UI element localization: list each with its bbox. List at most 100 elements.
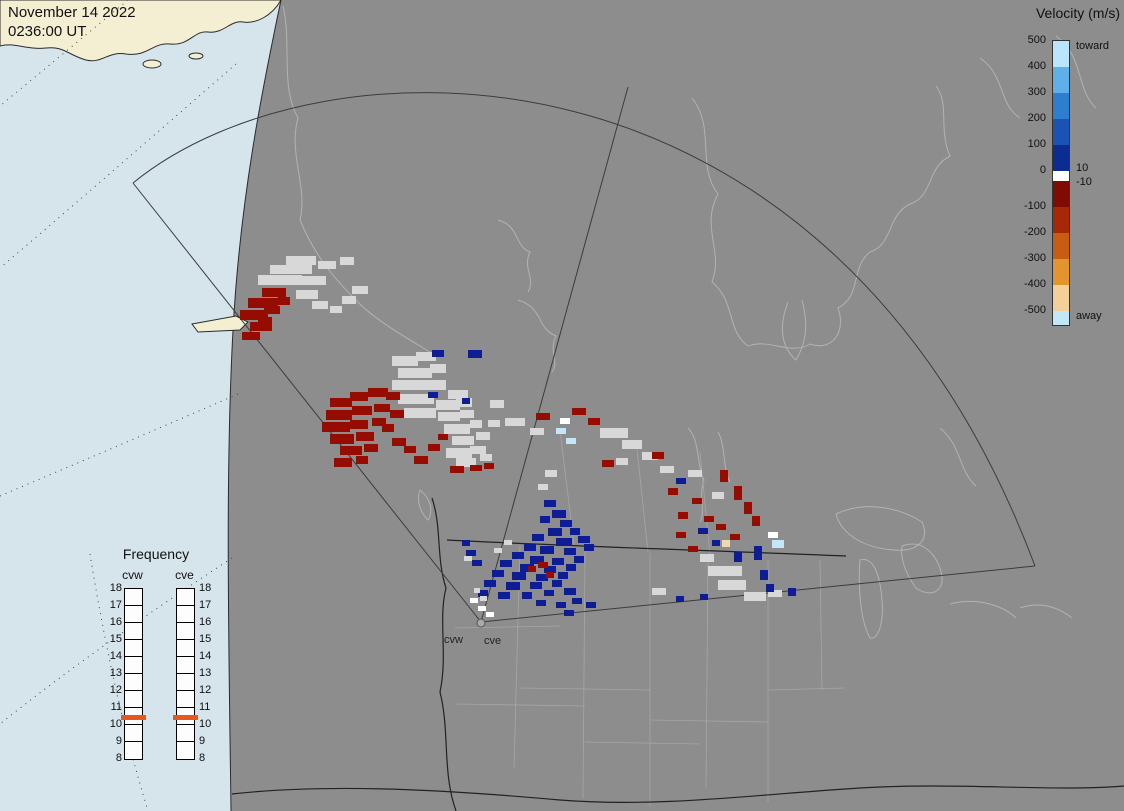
velocity-cell: [352, 406, 372, 415]
velocity-tick-label: -400: [1023, 278, 1046, 290]
velocity-cell: [566, 564, 576, 571]
velocity-cell: [312, 301, 328, 309]
velocity-cell: [588, 418, 600, 425]
velocity-cell: [492, 570, 504, 577]
velocity-cell: [536, 600, 546, 606]
state-borders: [454, 429, 846, 806]
velocity-cell: [668, 488, 678, 495]
velocity-cell: [286, 256, 316, 265]
velocity-cell: [386, 392, 400, 400]
velocity-cell: [474, 588, 480, 593]
velocity-cell: [564, 548, 576, 555]
velocity-cell: [264, 306, 280, 314]
frequency-column-label-cvw: cvw: [122, 568, 143, 582]
velocity-cell: [464, 556, 472, 561]
velocity-cell: [564, 588, 576, 595]
velocity-cell: [270, 265, 312, 274]
velocity-cell: [398, 368, 432, 378]
velocity-colorbar-segment: [1053, 233, 1069, 259]
velocity-cell: [480, 596, 487, 601]
velocity-cell: [472, 560, 482, 566]
frequency-tick-label: 15: [199, 633, 212, 645]
frequency-bar-cell: [177, 640, 194, 657]
velocity-cell: [570, 528, 580, 535]
coastline-outlines: [282, 5, 1097, 639]
velocity-tick-label: -500: [1023, 304, 1046, 316]
velocity-cell: [524, 544, 536, 551]
date-label: November 14 2022: [8, 4, 136, 21]
velocity-cell: [530, 582, 542, 589]
frequency-bar-cell: [125, 742, 142, 759]
frequency-tick-label: 17: [109, 599, 122, 611]
velocity-cell: [250, 322, 272, 331]
velocity-cell: [446, 448, 472, 458]
velocity-cell: [545, 470, 557, 477]
velocity-tick-label: -10: [1076, 176, 1092, 188]
frequency-bar-cell: [125, 657, 142, 674]
velocity-cell: [712, 540, 720, 546]
velocity-cell: [560, 418, 570, 424]
velocity-cell: [462, 540, 470, 546]
velocity-cell: [340, 446, 362, 455]
velocity-cell: [374, 404, 390, 412]
velocity-cell: [490, 400, 504, 408]
velocity-cell: [744, 592, 766, 601]
velocity-cell: [548, 528, 562, 536]
velocity-cell: [512, 552, 524, 559]
velocity-cell: [470, 465, 482, 471]
velocity-tick-label: 300: [1027, 86, 1046, 98]
velocity-cell: [600, 428, 628, 438]
velocity-cell: [688, 470, 702, 477]
velocity-cell: [484, 580, 496, 587]
velocity-cell: [552, 558, 564, 565]
continent-west-edge: [227, 0, 282, 811]
velocity-cell: [708, 566, 742, 576]
velocity-cell: [296, 290, 318, 299]
velocity-cell: [318, 261, 336, 269]
velocity-cell: [462, 398, 470, 404]
frequency-bar-cell: [125, 691, 142, 708]
velocity-tick-label: -300: [1023, 252, 1046, 264]
velocity-colorbar-segment: [1053, 207, 1069, 233]
velocity-cell: [466, 550, 476, 556]
velocity-colorbar-segment: [1053, 67, 1069, 93]
velocity-cell: [506, 582, 520, 590]
velocity-cell: [436, 400, 460, 410]
frequency-bar-cell: [125, 623, 142, 640]
frequency-tick-label: 8: [115, 752, 122, 764]
velocity-cell: [572, 598, 582, 604]
frequency-marker: [121, 715, 146, 720]
frequency-tick-label: 15: [109, 633, 122, 645]
frequency-column-label-cve: cve: [175, 568, 194, 582]
velocity-cell: [544, 566, 556, 573]
velocity-cell: [652, 588, 666, 595]
frequency-tick-label: 13: [109, 667, 122, 679]
velocity-cell: [494, 548, 502, 553]
velocity-cell: [430, 364, 446, 373]
velocity-cell: [330, 306, 342, 313]
velocity-cell: [505, 418, 525, 426]
velocity-cell: [368, 388, 388, 397]
velocity-cell: [450, 466, 464, 473]
velocity-cell: [456, 458, 476, 467]
frequency-bar-cell: [177, 657, 194, 674]
frequency-bar-cell: [125, 640, 142, 657]
velocity-cell: [578, 536, 590, 543]
velocity-cell: [460, 410, 474, 418]
continent-region: [228, 0, 1124, 811]
velocity-cell: [572, 408, 586, 415]
frequency-marker: [173, 715, 198, 720]
velocity-cell: [478, 606, 486, 611]
land-alaska: [0, 0, 282, 333]
velocity-cell: [522, 592, 532, 599]
frequency-bar-cell: [177, 606, 194, 623]
velocity-cell: [722, 540, 730, 547]
velocity-cell: [438, 434, 448, 440]
velocity-colorbar-segment: [1053, 145, 1069, 171]
velocity-cell: [712, 492, 724, 499]
radar-label-cvw: cvw: [444, 634, 463, 646]
velocity-cell: [692, 498, 702, 504]
velocity-cell: [498, 592, 510, 599]
velocity-cell: [352, 286, 368, 294]
frequency-bar-cell: [177, 691, 194, 708]
